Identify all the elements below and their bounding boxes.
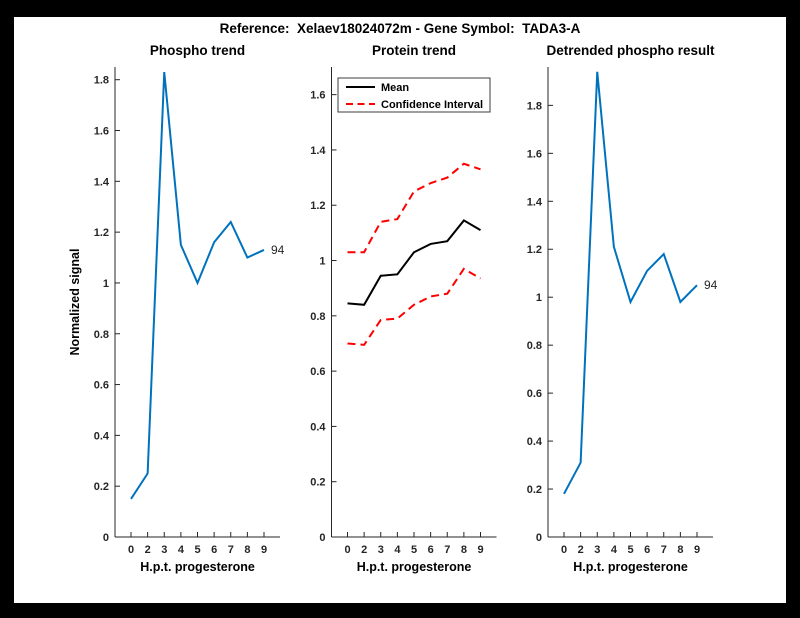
x-axis-label: H.p.t. progesterone xyxy=(573,560,688,574)
y-tick-label: 0.6 xyxy=(310,366,325,378)
subplots-svg: 00.20.40.60.811.21.41.61.80 2 3 4 5 6 7 8 9Phosp… xyxy=(68,43,718,574)
subplot-title: Detrended phospho result xyxy=(546,43,715,58)
x-tick-label: 4 xyxy=(611,544,618,556)
y-tick-label: 1.4 xyxy=(310,145,326,157)
line-end-label: 94 xyxy=(271,243,285,257)
series-line-confidence-interval-upper xyxy=(347,162,481,254)
legend-box xyxy=(337,77,491,113)
series-line-mean xyxy=(347,219,482,306)
x-tick-label: 0 xyxy=(344,544,350,556)
y-tick-label: 1.2 xyxy=(310,200,325,212)
x-tick-label: 6 xyxy=(428,544,434,556)
y-tick-label: 1 xyxy=(103,278,109,290)
y-tick-label: 0.8 xyxy=(527,340,542,352)
y-tick-label: 1.4 xyxy=(94,176,110,188)
x-tick-label: 8 xyxy=(244,544,250,556)
x-tick-label: 7 xyxy=(661,544,667,556)
x-tick-label: 9 xyxy=(694,544,700,556)
x-tick-label: 8 xyxy=(677,544,683,556)
legend-label: Mean xyxy=(381,82,409,94)
y-tick-label: 1.6 xyxy=(310,90,325,102)
y-tick-label: 1 xyxy=(319,256,325,268)
y-tick-label: 0.8 xyxy=(310,311,325,323)
x-tick-label: 6 xyxy=(211,544,217,556)
figure-canvas: Reference: Xelaev18024072m - Gene Symbol… xyxy=(14,17,786,603)
y-tick-label: 0.4 xyxy=(527,436,543,448)
series-line-detrended-phospho-signal xyxy=(563,71,698,495)
x-tick-label: 2 xyxy=(578,544,584,556)
subplot-protein-trend: 00.20.40.60.811.21.41.60 2 3 4 5 6 7 8 9Protein … xyxy=(310,43,497,574)
y-tick-label: 1.2 xyxy=(527,244,542,256)
y-tick-label: 1.8 xyxy=(527,100,542,112)
x-tick-label: 0 xyxy=(128,544,134,556)
y-tick-label: 1.2 xyxy=(94,227,109,239)
y-tick-label: 0 xyxy=(319,532,325,544)
x-tick-label: 3 xyxy=(161,544,167,556)
y-tick-label: 1.6 xyxy=(527,148,542,160)
y-tick-label: 1.4 xyxy=(527,196,543,208)
y-tick-label: 1 xyxy=(536,292,542,304)
x-tick-label: 5 xyxy=(194,544,200,556)
subplot-title: Phospho trend xyxy=(150,43,245,58)
y-tick-label: 0.6 xyxy=(527,388,542,400)
x-tick-label: 6 xyxy=(644,544,650,556)
y-tick-label: 0.2 xyxy=(310,477,325,489)
y-axis-label: Normalized signal xyxy=(68,249,82,356)
y-tick-label: 0.8 xyxy=(94,329,109,341)
subplot-title: Protein trend xyxy=(372,43,456,58)
x-tick-label: 9 xyxy=(261,544,267,556)
x-axis-label: H.p.t. progesterone xyxy=(140,560,255,574)
x-tick-label: 5 xyxy=(411,544,417,556)
y-tick-label: 0.2 xyxy=(94,481,109,493)
subplot-phospho-trend: 00.20.40.60.811.21.41.61.80 2 3 4 5 6 7 8 9Phosp… xyxy=(68,43,285,574)
y-tick-label: 0.4 xyxy=(94,430,110,442)
x-axis-label: H.p.t. progesterone xyxy=(357,560,472,574)
series-line-phospho-signal xyxy=(130,71,265,500)
x-tick-label: 2 xyxy=(361,544,367,556)
x-tick-label: 8 xyxy=(461,544,467,556)
x-tick-label: 7 xyxy=(228,544,234,556)
x-tick-label: 7 xyxy=(444,544,450,556)
subplot-detrended-phospho-result: 00.20.40.60.811.21.41.61.80 2 3 4 5 6 7 8 9Detre… xyxy=(527,43,718,574)
x-tick-label: 9 xyxy=(477,544,483,556)
x-tick-label: 4 xyxy=(178,544,185,556)
y-tick-label: 0 xyxy=(103,532,109,544)
x-tick-label: 3 xyxy=(378,544,384,556)
legend-label: Confidence Interval xyxy=(381,99,483,111)
figure-title: Reference: Xelaev18024072m - Gene Symbol… xyxy=(219,21,581,36)
x-tick-label: 0 xyxy=(561,544,567,556)
x-tick-label: 4 xyxy=(394,544,401,556)
x-tick-label: 3 xyxy=(594,544,600,556)
y-tick-label: 1.6 xyxy=(94,126,109,138)
line-end-label: 94 xyxy=(704,278,718,292)
series-line-confidence-interval-lower xyxy=(347,267,482,346)
y-tick-label: 0.2 xyxy=(527,484,542,496)
y-tick-label: 0.4 xyxy=(310,421,326,433)
y-tick-label: 0.6 xyxy=(94,380,109,392)
x-tick-label: 2 xyxy=(145,544,151,556)
legend: Mean Confidence Interval xyxy=(337,77,491,113)
x-tick-label: 5 xyxy=(627,544,633,556)
y-tick-label: 1.8 xyxy=(94,75,109,87)
y-tick-label: 0 xyxy=(536,532,542,544)
